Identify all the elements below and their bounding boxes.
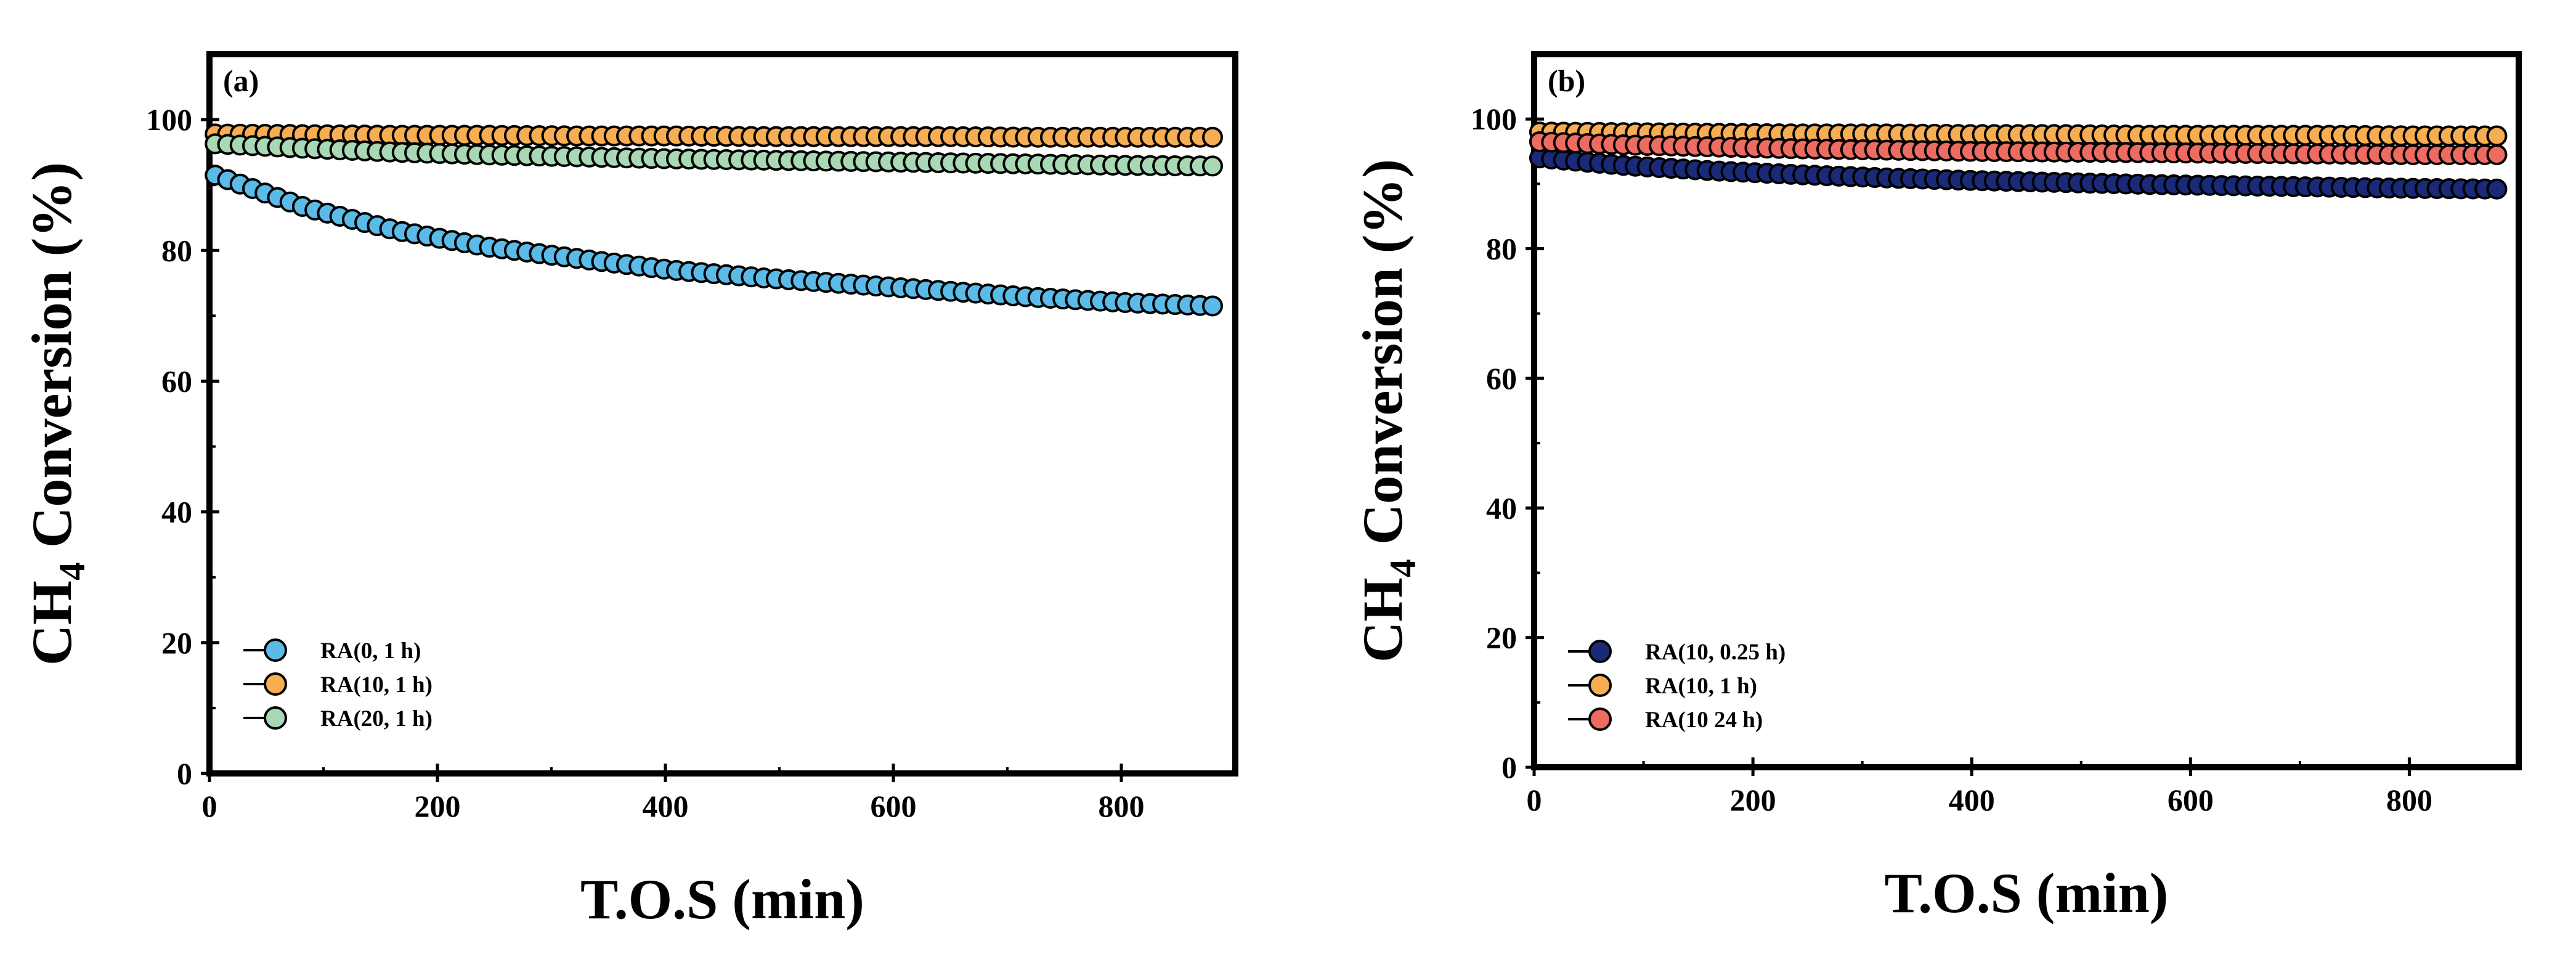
y-axis-title-subscript: 4 [1383,559,1423,577]
y-axis-title-subscript: 4 [52,562,92,581]
y-tick-label: 0 [177,756,192,791]
data-point [1202,295,1223,317]
y-axis-title-main: CH [1351,577,1414,662]
series-1 [1529,147,2508,200]
x-tick-label: 0 [202,789,217,823]
x-tick-label: 200 [415,789,461,823]
legend-marker [264,706,287,730]
legend-label: RA(10, 1 h) [1645,674,1757,699]
legend-marker [264,638,287,662]
x-tick-label: 0 [1527,783,1542,817]
plot-frame [1531,51,2522,770]
series-3 [1529,131,2508,166]
y-tick-label: 40 [1486,491,1517,525]
x-tick-label: 600 [871,789,917,823]
legend-label: RA(20, 1 h) [320,706,433,732]
y-axis-title-rest: Conversion (%) [20,162,83,562]
x-tick-label: 800 [2386,783,2432,817]
data-point [2486,125,2508,147]
legend-label: RA(0, 1 h) [320,638,421,664]
plot-frame [206,51,1238,777]
data-point [2486,144,2508,166]
legend-label: RA(10, 1 h) [320,672,433,698]
legend: RA(0, 1 h) RA(10, 1 h) RA(20, 1 h) [243,638,433,732]
panel-a: 0 200 400 600 800 0 20 40 60 80 100 (a) T.O.S (min) C… [20,51,1238,931]
x-tick-label: 600 [2168,783,2214,817]
y-tick-label: 20 [1486,621,1517,655]
panel-label: (a) [223,63,259,98]
y-tick-label: 100 [146,102,192,137]
data-point [1202,126,1223,148]
y-tick-label: 80 [161,233,192,267]
x-tick-label: 400 [1949,783,1995,817]
x-tick-label: 800 [1099,789,1145,823]
y-tick-label: 0 [1501,750,1517,785]
legend-marker [264,672,287,696]
y-tick-label: 60 [161,364,192,398]
y-axis-title-main: CH [20,581,83,666]
data-point [2486,178,2508,200]
series-3 [205,133,1223,177]
y-axis-title-rest: Conversion (%) [1351,159,1414,559]
y-tick-label: 100 [1471,102,1517,136]
panel-label: (b) [1548,63,1585,98]
x-tick-label: 200 [1730,783,1776,817]
legend-marker [1588,674,1612,697]
series-1 [205,165,1223,317]
y-tick-label: 80 [1486,232,1517,266]
y-tick-label: 20 [161,626,192,660]
data-point [1202,155,1223,177]
x-tick-label: 400 [643,789,689,823]
y-tick-label: 40 [161,495,192,529]
legend-label: RA(10 24 h) [1645,707,1763,733]
legend-label: RA(10, 0.25 h) [1645,640,1786,665]
series-line [214,174,1213,307]
legend: RA(10, 0.25 h) RA(10, 1 h) RA(10 24 h) [1568,640,1786,733]
legend-marker [1588,707,1612,731]
legend-marker [1588,640,1612,663]
y-axis-title: CH4 Conversion (%) [1351,159,1423,662]
x-axis-title: T.O.S (min) [1885,862,2169,924]
x-axis-title: T.O.S (min) [580,868,864,931]
y-axis-title: CH4 Conversion (%) [20,162,92,666]
series-2 [205,123,1223,148]
y-tick-label: 60 [1486,361,1517,396]
panel-b: 0 200 400 600 800 0 20 40 60 80 100 (b) T.O.S (min) C… [1351,51,2522,924]
